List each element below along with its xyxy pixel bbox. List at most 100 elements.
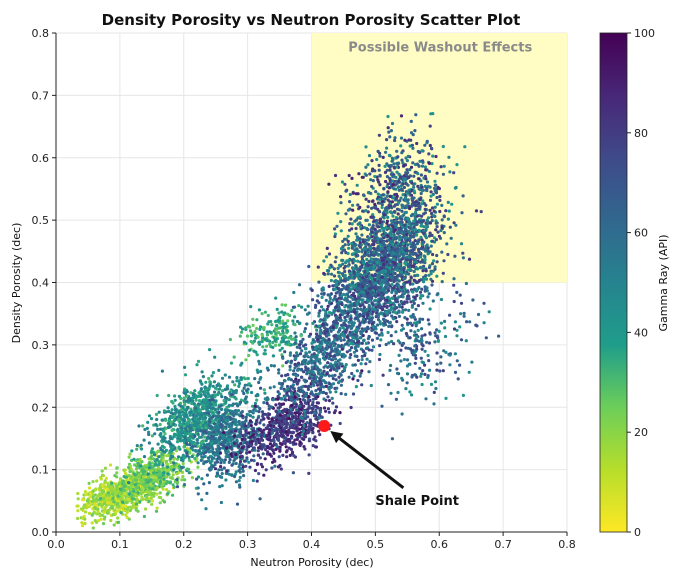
scatter-point — [306, 304, 310, 308]
scatter-point — [247, 353, 251, 358]
scatter-point — [129, 505, 133, 509]
scatter-point — [314, 389, 318, 393]
scatter-point — [262, 473, 266, 477]
scatter-point — [420, 327, 424, 331]
scatter-point — [245, 456, 249, 460]
scatter-point — [298, 427, 302, 431]
scatter-point — [336, 345, 340, 349]
scatter-point — [227, 375, 232, 379]
scatter-point — [257, 446, 261, 450]
scatter-point — [274, 296, 278, 300]
scatter-point — [272, 364, 276, 368]
scatter-point — [324, 381, 328, 385]
scatter-point — [344, 392, 348, 396]
scatter-point — [317, 429, 321, 433]
scatter-point — [292, 354, 296, 358]
scatter-point — [142, 482, 146, 487]
scatter-point — [216, 456, 220, 460]
scatter-point — [328, 382, 332, 386]
scatter-point — [327, 345, 331, 349]
scatter-point — [213, 467, 218, 471]
scatter-point — [144, 473, 148, 477]
scatter-point — [227, 438, 232, 442]
scatter-point — [227, 403, 231, 407]
scatter-point — [179, 396, 183, 401]
scatter-point — [340, 347, 344, 351]
scatter-point — [380, 328, 384, 332]
scatter-point — [189, 439, 193, 443]
scatter-point — [199, 444, 203, 448]
scatter-point — [267, 412, 272, 416]
scatter-point — [180, 429, 184, 433]
scatter-point — [311, 444, 315, 448]
scatter-point — [295, 351, 299, 355]
scatter-point — [245, 389, 249, 393]
scatter-point — [255, 398, 259, 402]
scatter-point — [222, 466, 226, 470]
scatter-point — [337, 375, 341, 379]
scatter-point — [237, 469, 241, 473]
scatter-point — [163, 450, 167, 454]
scatter-point — [225, 446, 229, 450]
scatter-point — [136, 458, 140, 462]
scatter-point — [264, 426, 268, 431]
scatter-point — [264, 468, 268, 472]
scatter-point — [138, 500, 142, 504]
scatter-point — [169, 468, 173, 472]
scatter-point — [96, 510, 100, 514]
scatter-point — [252, 454, 256, 458]
scatter-point — [330, 374, 334, 378]
scatter-point — [108, 463, 113, 467]
scatter-point — [283, 395, 287, 399]
scatter-point — [248, 409, 252, 414]
scatter-point — [103, 481, 107, 485]
scatter-point — [421, 269, 425, 273]
scatter-point — [260, 410, 265, 414]
scatter-point — [157, 460, 161, 464]
scatter-point — [349, 405, 353, 410]
scatter-point — [238, 334, 242, 338]
scatter-point — [246, 376, 250, 381]
scatter-point — [295, 354, 299, 358]
scatter-point — [189, 410, 193, 414]
scatter-point — [428, 208, 432, 212]
scatter-point — [157, 410, 161, 414]
scatter-point — [234, 391, 238, 395]
scatter-point — [245, 448, 249, 452]
scatter-point — [207, 442, 211, 446]
scatter-point — [274, 337, 278, 341]
scatter-point — [206, 392, 210, 396]
scatter-point — [277, 409, 282, 413]
scatter-point — [220, 395, 224, 399]
scatter-point — [308, 376, 312, 380]
scatter-point — [218, 451, 222, 455]
scatter-point — [323, 357, 327, 361]
scatter-point — [124, 513, 128, 517]
scatter-point — [237, 444, 241, 448]
scatter-point — [304, 379, 309, 383]
scatter-point — [271, 398, 275, 402]
scatter-point — [265, 344, 269, 348]
scatter-point — [282, 339, 286, 344]
scatter-point — [255, 326, 259, 331]
scatter-point — [200, 440, 204, 444]
scatter-point — [378, 344, 382, 348]
scatter-point — [449, 236, 453, 240]
scatter-point — [152, 494, 156, 498]
scatter-point — [315, 328, 319, 332]
scatter-point — [301, 429, 306, 433]
scatter-point — [238, 422, 242, 426]
scatter-point — [304, 351, 308, 355]
scatter-point — [215, 432, 219, 436]
scatter-point — [168, 425, 172, 429]
scatter-point — [441, 271, 445, 275]
scatter-point — [244, 441, 248, 445]
scatter-point — [223, 408, 227, 412]
scatter-point — [160, 444, 165, 448]
scatter-point — [228, 458, 232, 462]
scatter-point — [391, 242, 395, 246]
scatter-point — [224, 421, 228, 425]
scatter-point — [135, 447, 139, 451]
scatter-point — [338, 411, 342, 415]
scatter-point — [234, 480, 238, 484]
